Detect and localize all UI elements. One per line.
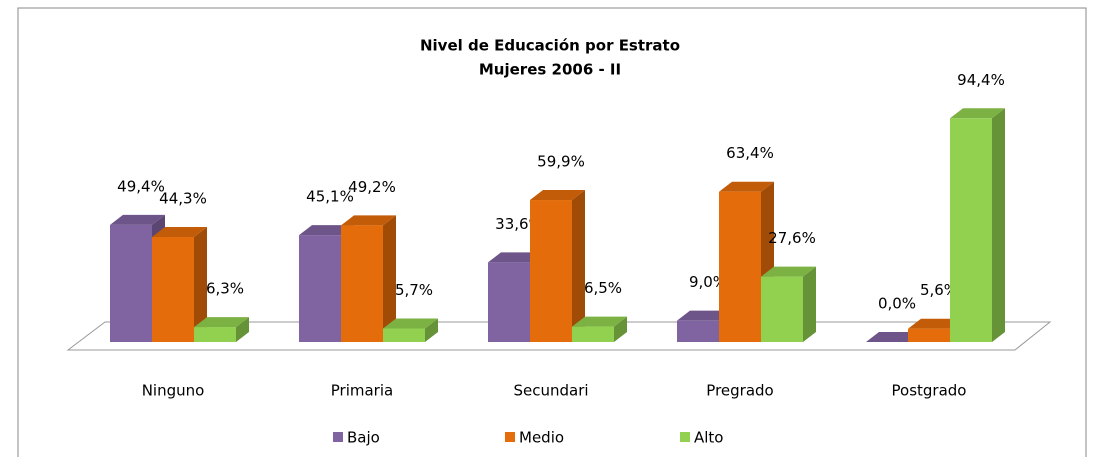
bar-face [677,310,732,321]
bar-face [488,262,530,342]
bar-face [572,316,627,327]
bar [341,215,396,342]
bar-face [719,191,761,342]
bar-face [572,326,614,342]
bar [572,316,627,342]
bar-face [992,108,1005,342]
legend-swatch [680,432,690,442]
data-label: 94,4% [957,71,1005,89]
data-label: 9,0% [689,273,727,291]
data-label: 5,6% [920,281,958,299]
legend-label: Medio [519,429,564,447]
bar-face [677,320,719,342]
bar-face [761,276,803,342]
bar-face [803,266,816,342]
bar-face [719,181,774,192]
bar-face [950,118,992,342]
bar-face [908,318,963,329]
bar [761,266,816,342]
bar-face [614,316,627,342]
bar-face [488,252,543,263]
bar-face [299,225,354,236]
legend-label: Alto [694,429,724,447]
bar-face [299,235,341,342]
bar [530,190,585,342]
data-label: 6,5% [584,279,622,297]
data-label: 45,1% [306,188,354,206]
bar-face [236,317,249,342]
bar-face [194,227,207,342]
bar-face [341,215,396,226]
bar-face [761,266,816,277]
x-tick-label: Postgrado [892,382,967,400]
bar-face [152,227,207,238]
x-tick-label: Secundari [513,382,588,400]
data-label: 44,3% [159,190,207,208]
bar-face [383,318,438,329]
bar-face [530,190,585,201]
bar-face [908,328,950,342]
bar [110,214,165,342]
bar-face [194,317,249,328]
bar-face [530,200,572,342]
legend-swatch [333,432,343,442]
bar-face [194,327,236,342]
bar [383,318,438,342]
legend-swatch [505,432,515,442]
bar-face [950,108,1005,119]
bar-face [110,214,165,225]
chart-title: Nivel de Educación por Estrato [420,37,680,55]
bar [152,227,207,342]
data-label: 0,0% [878,295,916,313]
bar-face [152,237,194,342]
bar [950,108,1005,342]
bar-face [572,190,585,342]
data-label: 49,4% [117,177,165,195]
legend-label: Bajo [347,429,380,447]
bar [194,317,249,342]
bar-face [110,224,152,342]
bar [866,332,921,342]
data-label: 63,4% [726,144,774,162]
bar-face [341,225,383,342]
bar-face [383,215,396,342]
data-label: 27,6% [768,229,816,247]
data-label: 49,2% [348,178,396,196]
bar-face [425,318,438,342]
x-tick-label: Primaria [331,382,393,400]
data-label: 5,7% [395,281,433,299]
data-label: 59,9% [537,153,585,171]
x-tick-label: Ninguno [142,382,205,400]
bar-face [383,328,425,342]
bar [719,181,774,342]
data-label: 6,3% [206,280,244,298]
x-tick-label: Pregrado [706,382,773,400]
bar-face [866,332,921,342]
chart-subtitle: Mujeres 2006 - II [479,61,621,79]
